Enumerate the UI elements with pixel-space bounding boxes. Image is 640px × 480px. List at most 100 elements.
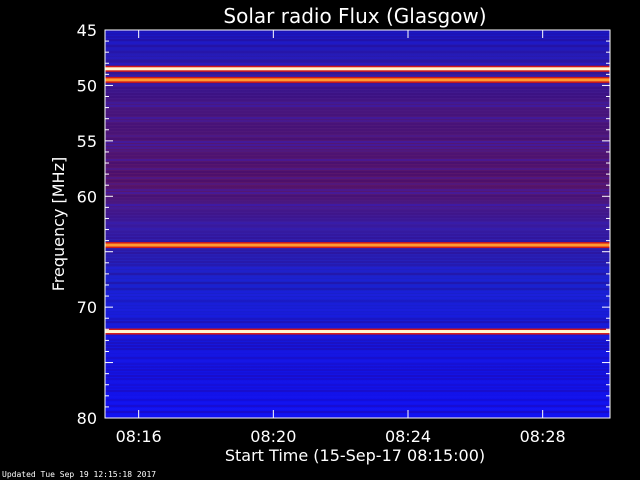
x-axis-label: Start Time (15-Sep-17 08:15:00) <box>225 446 485 465</box>
texture-stripe <box>105 237 610 239</box>
texture-stripe <box>105 204 610 206</box>
texture-stripe <box>105 222 610 224</box>
texture-stripe <box>105 291 610 293</box>
y-tick-label: 70 <box>77 298 97 317</box>
texture-stripe <box>105 300 610 302</box>
texture-stripe <box>105 378 610 380</box>
texture-stripe <box>105 366 610 368</box>
chart-title: Solar radio Flux (Glasgow) <box>223 4 486 28</box>
texture-stripe <box>105 141 610 143</box>
texture-stripe <box>105 297 610 299</box>
y-axis-label: Frequency [MHz] <box>49 157 68 291</box>
texture-stripe <box>105 207 610 209</box>
texture-stripe <box>105 390 610 392</box>
texture-stripe <box>105 180 610 182</box>
texture-stripe <box>105 258 610 260</box>
texture-stripe <box>105 339 610 341</box>
plot-area <box>104 29 611 419</box>
texture-stripe <box>105 63 610 65</box>
texture-stripe <box>105 411 610 413</box>
texture-stripe <box>105 324 610 326</box>
x-tick-label: 08:16 <box>116 427 162 446</box>
texture-stripe <box>105 177 610 179</box>
texture-stripe <box>105 405 610 407</box>
texture-stripe <box>105 267 610 269</box>
texture-stripe <box>105 126 610 128</box>
texture-stripe <box>105 375 610 377</box>
texture-stripe <box>105 336 610 338</box>
texture-stripe <box>105 57 610 59</box>
texture-stripe <box>105 165 610 167</box>
texture-stripe <box>105 174 610 176</box>
texture-stripe <box>105 114 610 116</box>
texture-stripe <box>105 120 610 122</box>
emission-bands <box>105 65 610 335</box>
texture-stripe <box>105 285 610 287</box>
texture-stripe <box>105 150 610 152</box>
plot-frame <box>104 29 611 419</box>
texture-stripe <box>105 321 610 323</box>
texture-stripe <box>105 93 610 95</box>
texture-stripe <box>105 369 610 371</box>
texture-stripe <box>105 186 610 188</box>
texture-stripe <box>105 111 610 113</box>
texture-stripe <box>105 240 610 242</box>
texture-stripe <box>105 102 610 104</box>
texture-stripe <box>105 231 610 233</box>
spectrogram-background <box>105 30 610 418</box>
band-core <box>105 78 610 82</box>
texture-stripe <box>105 195 610 197</box>
texture-stripe <box>105 168 610 170</box>
texture-stripe <box>105 264 610 266</box>
x-tick-label: 08:28 <box>520 427 566 446</box>
texture-stripe <box>105 363 610 365</box>
texture-stripe <box>105 318 610 320</box>
texture-stripe <box>105 84 610 86</box>
texture-stripe <box>105 249 610 251</box>
texture-stripe <box>105 414 610 416</box>
texture-stripe <box>105 225 610 227</box>
y-axis: 45 50 55 60 70 80 <box>77 21 610 428</box>
texture-stripe <box>105 129 610 131</box>
texture-stripe <box>105 156 610 158</box>
texture-stripe <box>105 348 610 350</box>
texture-stripe <box>105 159 610 161</box>
texture-stripe <box>105 132 610 134</box>
texture-stripe <box>105 60 610 62</box>
y-tick-label: 45 <box>77 21 97 40</box>
texture-stripe <box>105 351 610 353</box>
x-tick-label: 08:24 <box>385 427 431 446</box>
y-tick-label: 60 <box>77 187 97 206</box>
texture-stripe <box>105 30 610 32</box>
texture-stripe <box>105 192 610 194</box>
texture-stripe <box>105 345 610 347</box>
footer-updated: Updated Tue Sep 19 12:15:18 2017 <box>2 470 156 479</box>
texture-stripe <box>105 51 610 53</box>
texture-stripe <box>105 252 610 254</box>
texture-stripe <box>105 45 610 47</box>
x-axis: 08:16 08:20 08:24 08:28 <box>116 30 566 446</box>
texture-stripe <box>105 282 610 284</box>
texture-stripe <box>105 198 610 200</box>
texture-stripe <box>105 123 610 125</box>
texture-stripe <box>105 117 610 119</box>
texture-stripe <box>105 396 610 398</box>
x-tick-label: 08:20 <box>250 427 296 446</box>
texture-stripe <box>105 96 610 98</box>
texture-stripe <box>105 279 610 281</box>
texture-stripe <box>105 147 610 149</box>
texture-stripe <box>105 306 610 308</box>
texture-stripe <box>105 189 610 191</box>
texture-stripe <box>105 315 610 317</box>
texture-stripe <box>105 408 610 410</box>
texture-stripe <box>105 270 610 272</box>
band-core <box>105 243 610 247</box>
texture-stripe <box>105 312 610 314</box>
texture-stripe <box>105 99 610 101</box>
texture-stripe <box>105 372 610 374</box>
texture-stripe <box>105 255 610 257</box>
texture-stripe <box>105 153 610 155</box>
texture-stripe <box>105 294 610 296</box>
texture-stripe <box>105 354 610 356</box>
y-tick-label: 80 <box>77 409 97 428</box>
